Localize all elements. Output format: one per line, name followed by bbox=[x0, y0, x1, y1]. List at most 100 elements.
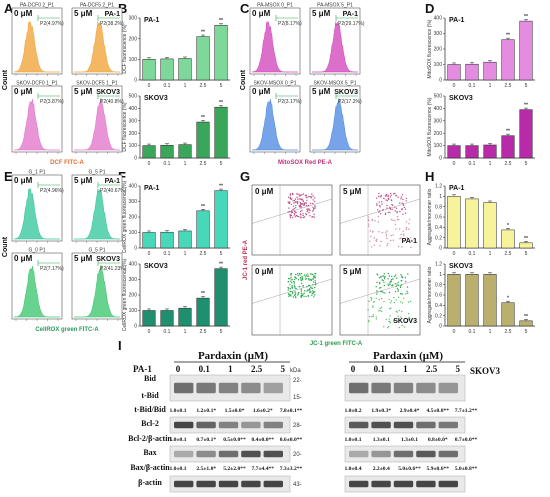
jc1-skov3-5-event-dot bbox=[383, 326, 385, 328]
jc1-skov3-5-event-dot bbox=[375, 318, 378, 320]
wb-dose-left: 1 bbox=[228, 364, 233, 374]
wb-dose-left: 2.5 bbox=[251, 364, 263, 374]
flow-a-pa1-5-gate-label: P2(38.2%) bbox=[100, 21, 124, 27]
wb-blot-bid-right-band bbox=[371, 382, 391, 394]
chart-b-bottom-ylabel: DCF fluorescence (%) bbox=[122, 102, 128, 152]
flow-c-pa1-0-dose: 0 μM bbox=[252, 9, 271, 18]
jc1-skov3-0-event-dot bbox=[314, 281, 317, 284]
wb-blot-bid-left-band bbox=[241, 382, 261, 394]
jc1-skov3-5-event-dot bbox=[384, 275, 386, 278]
jc1-skov3-5-event-dot bbox=[400, 301, 402, 303]
wb-ratio-right-bax: 5.0±0.6** bbox=[398, 466, 421, 472]
jc1-pa1-5-event-dot bbox=[399, 210, 401, 213]
jc1-skov3-0-event-dot bbox=[310, 279, 313, 281]
jc1-pa1-0-event-dot bbox=[305, 202, 307, 204]
jc1-pa1-5-event-dot bbox=[376, 238, 378, 241]
chart-h-bottom-ytick-label: 1 bbox=[439, 272, 442, 278]
jc1-pa1-0-event-dot bbox=[289, 210, 291, 213]
wb-ratio-left-tbid: 1.5±0.0* bbox=[225, 408, 245, 414]
jc1-pa1-5-event-dot bbox=[408, 228, 410, 230]
wb-ratio-left-tbid: 1.2±0.1* bbox=[196, 408, 216, 414]
chart-h-top-ytick-label: 1 bbox=[439, 194, 442, 200]
chart-b-bottom-ytick-label: 300 bbox=[129, 118, 138, 124]
jc1-pa1-0-event-dot bbox=[288, 196, 290, 198]
chart-d-bottom-category-label: 5 bbox=[525, 161, 528, 167]
wb-kda-m15: 15- bbox=[293, 395, 302, 401]
jc1-skov3-5-event-dot bbox=[384, 292, 386, 294]
jc1-skov3-0-event-dot bbox=[305, 274, 308, 276]
jc1-skov3-5-event-dot bbox=[406, 290, 408, 292]
jc1-skov3-5-event-dot bbox=[406, 286, 409, 288]
flow-c-skov3-0-gate-label: P2(3.17%) bbox=[278, 99, 302, 105]
chart-d-top-ytick-label: 200 bbox=[434, 47, 443, 53]
jc1-pa1-0-event-dot bbox=[298, 198, 300, 200]
jc1-skov3-0-event-dot bbox=[297, 273, 299, 275]
chart-f-bottom-category-label: 0 bbox=[148, 329, 151, 335]
chart-b-bottom-bar bbox=[196, 121, 210, 159]
jc1-pa1-5-event-dot bbox=[392, 193, 395, 195]
jc1-pa1-0-event-dot bbox=[289, 215, 291, 217]
jc1-skov3-0-event-dot bbox=[291, 278, 293, 281]
jc1-skov3-0-events bbox=[287, 272, 317, 299]
jc1-skov3-0-event-dot bbox=[307, 289, 309, 291]
chart-d-bottom-bar bbox=[501, 135, 515, 159]
jc1-skov3-0-event-dot bbox=[289, 294, 291, 296]
jc1-skov3-0-event-dot bbox=[313, 276, 316, 278]
chart-h-bottom-ytick-label: 0.6 bbox=[435, 293, 442, 299]
flow-c-skov3-5-title: SKOV-MSOX 5_P1 bbox=[313, 81, 356, 87]
jc1-pa1-0-event-dot bbox=[296, 193, 298, 195]
wb-blot-bid-right-band bbox=[393, 382, 414, 394]
jc1-pa1-5-event-dot bbox=[384, 212, 387, 214]
jc1-pa1-0-event-dot bbox=[298, 215, 300, 218]
flow-e-skov3-5-gate-label: P2(41.23%) bbox=[100, 266, 127, 272]
chart-b-top-ytick-label: 200 bbox=[129, 36, 138, 42]
jc1-pa1-0-event-dot bbox=[294, 214, 296, 216]
jc1-pa1-5-event-dot bbox=[397, 196, 399, 198]
jc1-skov3-0-event-dot bbox=[311, 290, 314, 292]
chart-f-bottom-bar bbox=[196, 297, 210, 327]
jc1-pa1-5-event-dot bbox=[403, 233, 405, 235]
chart-f-top-category-label: 0 bbox=[148, 251, 151, 257]
jc1-skov3-0-event-dot bbox=[288, 277, 290, 280]
jc1-skov3-5-event-dot bbox=[407, 292, 409, 294]
wb-ratio-right-bax: 5.0±0.8** bbox=[455, 466, 478, 472]
jc1-skov3-5-event-dot bbox=[387, 325, 390, 328]
jc1-pa1-5-event-dot bbox=[384, 213, 387, 216]
jc1-skov3-0-event-dot bbox=[312, 287, 314, 289]
jc1-skov3-5-event-dot bbox=[378, 287, 381, 289]
jc1-pa1-0-event-dot bbox=[309, 215, 311, 217]
jc1-pa1-5-event-dot bbox=[370, 235, 372, 238]
wb-ratio-right-bax: 5.9±0.6** bbox=[426, 466, 449, 472]
flow-e-xlabel: CellROX green FITC-A bbox=[35, 327, 99, 333]
wb-header-right: Pardaxin (μM) bbox=[373, 350, 443, 362]
jc1-skov3-5-event-dot bbox=[397, 315, 399, 317]
jc1-pa1-5-event-dot bbox=[367, 216, 369, 218]
jc1-pa1-0-event-dot bbox=[302, 193, 305, 195]
wb-blot-actin-left-band bbox=[174, 480, 194, 488]
jc1-skov3-5-event-dot bbox=[408, 319, 410, 321]
jc1-pa1-0-event-dot bbox=[309, 202, 312, 205]
jc1-pa1-0-event-dot bbox=[293, 208, 296, 210]
flow-e-pa1-5-cell: PA-1 bbox=[105, 178, 121, 185]
jc1-pa1-5-event-dot bbox=[382, 209, 384, 211]
jc1-skov3-5-event-dot bbox=[390, 278, 393, 281]
chart-b-top-cell-label: PA-1 bbox=[144, 17, 160, 24]
jc1-pa1-0-event-dot bbox=[289, 197, 292, 200]
jc1-skov3-5-dose: 5 μM bbox=[343, 267, 362, 276]
jc1-skov3-5-event-dot bbox=[382, 279, 384, 282]
chart-b-top-category-label: 5 bbox=[220, 83, 223, 89]
jc1-pa1-5-event-dot bbox=[394, 210, 396, 212]
chart-b-bottom-ytick-label: 200 bbox=[129, 131, 138, 137]
jc1-skov3-0-event-dot bbox=[306, 290, 308, 292]
jc1-skov3-0-event-dot bbox=[290, 294, 292, 296]
jc1-pa1-5-event-dot bbox=[387, 197, 390, 200]
jc1-pa1-5-event-dot bbox=[387, 211, 390, 214]
chart-h-bottom-ytick-label: 0.2 bbox=[435, 313, 442, 319]
jc1-pa1-5-event-dot bbox=[390, 218, 393, 221]
wb-row-bcl2_ratio: Bcl-2/β-actin bbox=[128, 434, 172, 443]
wb-blot-actin-left-band bbox=[196, 480, 216, 488]
jc1-ylabel: JC-1 red PE-A bbox=[243, 239, 249, 280]
jc1-pa1-5-event-dot bbox=[378, 192, 380, 195]
jc1-skov3-0-event-dot bbox=[307, 295, 309, 297]
jc1-skov3-0-event-dot bbox=[301, 277, 304, 279]
